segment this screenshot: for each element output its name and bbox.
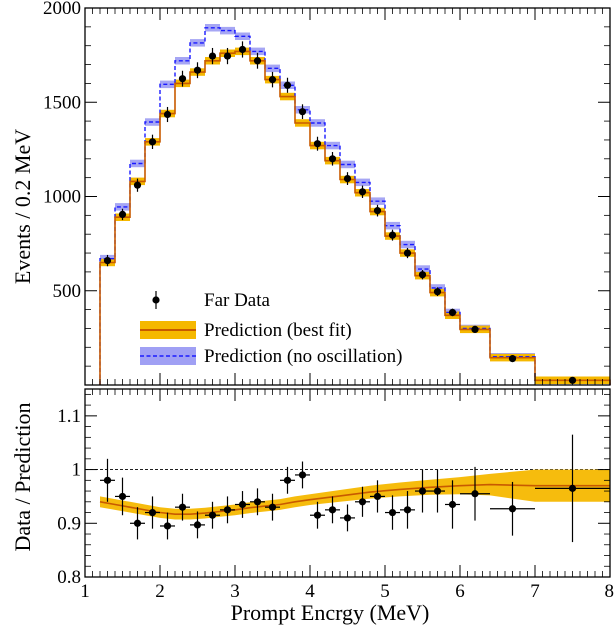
ratio-point (313, 511, 322, 519)
ratio-point (508, 505, 517, 513)
data-point (118, 210, 127, 219)
top-y-axis-label: Events / 0.2 MeV (10, 129, 35, 284)
data-point (253, 57, 262, 65)
noosc-band-bin (130, 159, 145, 168)
data-point (313, 140, 322, 148)
ratio-point (283, 476, 292, 484)
legend: Far Data Prediction (best fit) Prediction … (140, 290, 402, 367)
data-point (283, 81, 292, 89)
ratio-point (448, 500, 457, 509)
data-point (148, 138, 157, 146)
ratio-point (148, 508, 157, 517)
data-point (208, 52, 217, 60)
ratio-point (343, 514, 352, 522)
noosc-band-bin (325, 141, 340, 150)
bottom-y-tick-label: 0.9 (57, 513, 81, 534)
x-tick-label: 4 (305, 581, 315, 602)
data-point (178, 75, 187, 83)
noosc-band-bin (400, 240, 415, 249)
ratio-point (358, 498, 367, 506)
ratio-point (208, 511, 217, 519)
top-panel: 500 1000 1500 2000 Events / 0.2 MeV Far Dat… (10, 0, 611, 386)
top-y-tick-label: 500 (53, 281, 82, 302)
data-point (373, 207, 382, 215)
legend-data-marker (152, 296, 160, 304)
top-y-tick-label: 2000 (43, 0, 81, 19)
noosc-band-bin (250, 47, 265, 56)
data-point (343, 174, 352, 183)
data-point (471, 325, 479, 333)
ratio-point (103, 476, 112, 484)
x-axis-label: Prompt Encrgy (MeV) (231, 600, 430, 625)
ratio-point (471, 490, 479, 498)
noosc-band-bin (190, 39, 205, 47)
x-tick-label: 8 (605, 581, 615, 602)
data-point (268, 76, 277, 84)
best-fit-prediction-line (99, 50, 611, 385)
bottom-y-tick-label: 1.1 (57, 406, 81, 427)
ratio-point (298, 471, 307, 479)
data-point (418, 271, 427, 279)
bottom-y-tick-label: 0.8 (57, 567, 81, 588)
legend-label: Prediction (best fit) (204, 320, 352, 341)
legend-label: Far Data (204, 290, 271, 311)
ratio-point (163, 522, 172, 530)
bottom-y-axis-label: Data / Prediction (10, 402, 35, 551)
x-tick-label: 5 (380, 581, 390, 602)
ratio-point (373, 492, 382, 501)
top-ticks: 500 1000 1500 2000 (43, 0, 611, 385)
ratio-point (568, 484, 577, 492)
x-tick-label: 2 (155, 581, 165, 602)
legend-label: Prediction (no oscillation) (204, 346, 402, 367)
data-point (508, 355, 517, 363)
data-point (133, 181, 142, 189)
ratio-point (418, 487, 427, 495)
top-y-tick-label: 1500 (43, 92, 81, 113)
data-point (328, 155, 337, 163)
ratio-points (100, 434, 610, 543)
ratio-point (253, 498, 262, 506)
ratio-point (388, 508, 397, 517)
noosc-band-bin (265, 64, 280, 73)
bottom-y-tick-label: 1 (72, 460, 82, 481)
ratio-point (238, 500, 247, 509)
ratio-point (193, 521, 202, 529)
top-lines (99, 27, 611, 385)
data-point (163, 110, 172, 119)
data-point (193, 66, 202, 74)
top-points (103, 41, 577, 384)
x-tick-label: 3 (230, 581, 240, 602)
ratio-point (223, 506, 232, 514)
ratio-point (403, 506, 412, 514)
data-point (103, 256, 112, 265)
ratio-point (328, 506, 337, 514)
bottom-panel: 0.8 0.9 1 1.1 1 2 3 4 5 6 7 8 Data / Prediction Pro… (10, 388, 614, 625)
noosc-band-bin (160, 80, 175, 89)
ratio-point (268, 503, 277, 511)
data-point (388, 231, 397, 239)
x-tick-label: 6 (455, 581, 465, 602)
ratio-point (118, 492, 127, 501)
data-point (358, 188, 367, 196)
x-tick-label: 1 (80, 581, 90, 602)
data-point (448, 308, 457, 317)
ratio-point (178, 503, 187, 511)
ratio-point (133, 519, 142, 527)
x-tick-label: 7 (530, 581, 540, 602)
data-point (298, 108, 307, 116)
bottom-ticks: 0.8 0.9 1 1.1 1 2 3 4 5 6 7 8 (57, 389, 614, 602)
data-point (238, 45, 247, 54)
data-point (433, 288, 442, 296)
data-point (403, 249, 412, 257)
ratio-point (433, 487, 442, 495)
data-point (223, 52, 232, 60)
ratio-band (99, 469, 610, 520)
top-y-tick-label: 1000 (43, 187, 81, 208)
noosc-band-bin (415, 265, 430, 273)
noosc-band-bin (115, 203, 130, 211)
